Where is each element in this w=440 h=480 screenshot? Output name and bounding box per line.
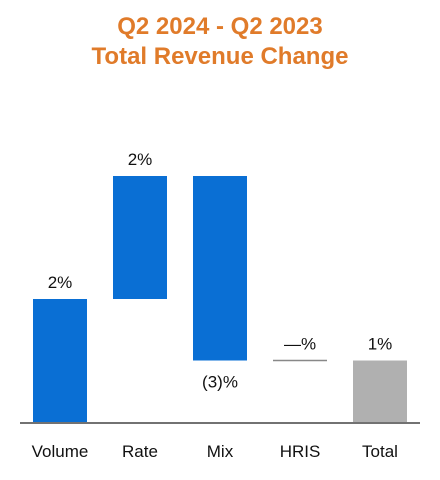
bar-total	[353, 360, 407, 422]
data-label-hris: —%	[284, 335, 316, 354]
data-label-volume: 2%	[48, 273, 73, 292]
bar-volume	[33, 299, 87, 422]
x-tick-label-hris: HRIS	[280, 442, 321, 461]
chart-title: Q2 2024 - Q2 2023 Total Revenue Change	[0, 12, 440, 72]
bar-rate	[113, 176, 167, 299]
x-tick-label-mix: Mix	[207, 442, 234, 461]
x-tick-label-total: Total	[362, 442, 398, 461]
chart-title-line-2: Total Revenue Change	[91, 43, 349, 70]
bar-mix	[193, 176, 247, 361]
x-tick-label-rate: Rate	[122, 442, 158, 461]
chart-title-line-1: Q2 2024 - Q2 2023	[117, 13, 323, 40]
data-label-rate: 2%	[128, 150, 153, 169]
data-label-total: 1%	[368, 335, 393, 354]
x-tick-label-volume: Volume	[32, 442, 89, 461]
data-label-mix: (3)%	[202, 373, 238, 392]
